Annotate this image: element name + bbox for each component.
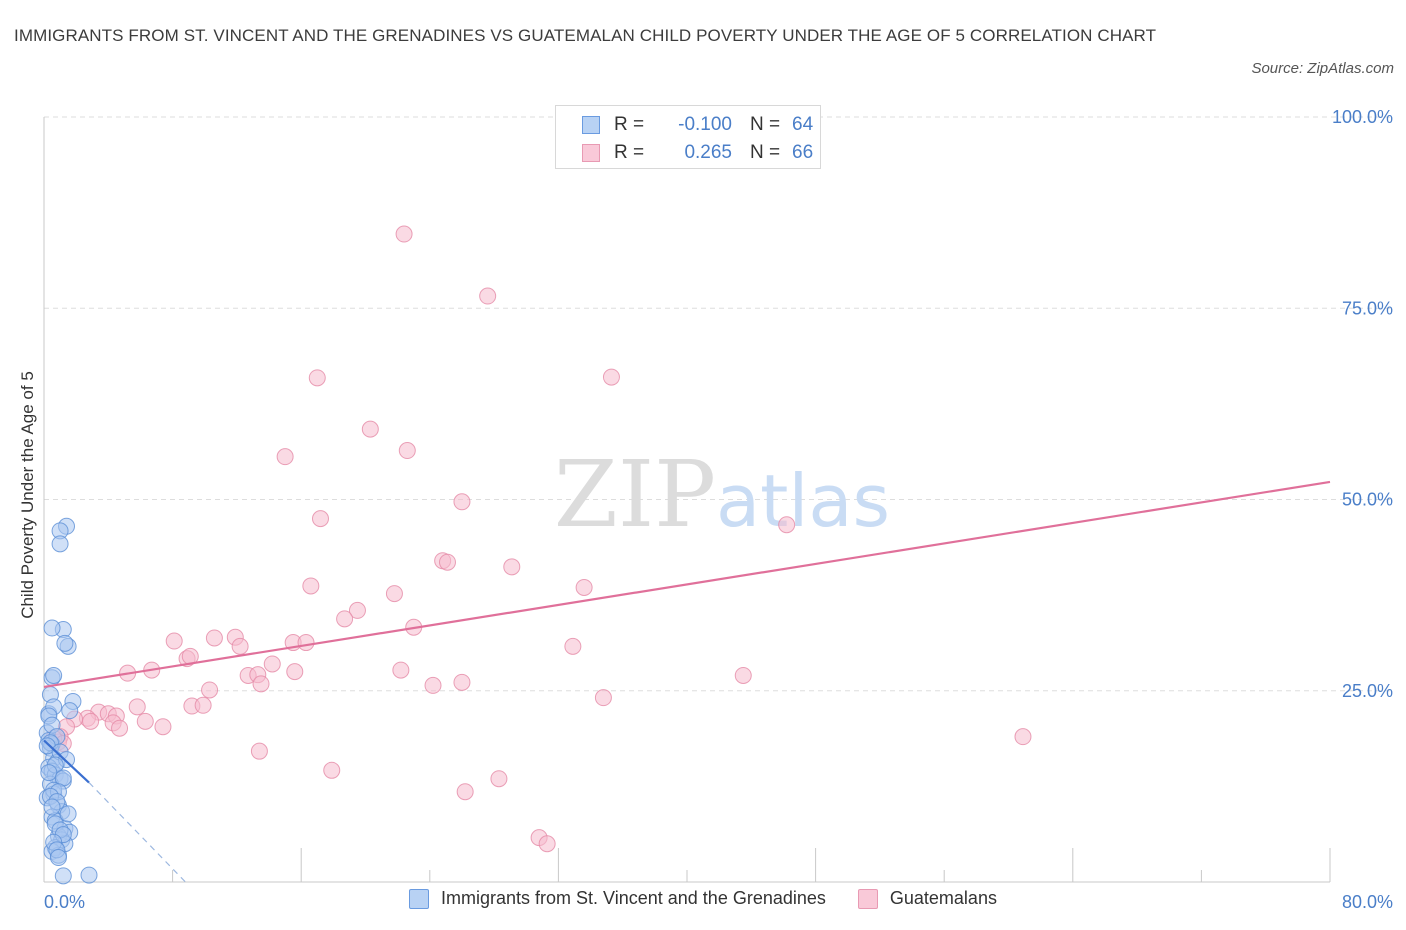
point-guatemalans: [336, 610, 354, 628]
n-label: N =: [750, 142, 781, 163]
point-guatemalans: [286, 663, 304, 681]
point-st-vincent: [45, 666, 63, 684]
point-guatemalans: [302, 577, 320, 595]
stats-row-pink: R = 0.265 N = 66: [582, 141, 813, 165]
point-guatemalans: [297, 634, 315, 652]
point-guatemalans: [438, 553, 456, 571]
point-st-vincent: [80, 866, 98, 884]
point-st-vincent: [61, 702, 79, 720]
point-st-vincent: [51, 535, 69, 553]
point-guatemalans: [453, 673, 471, 691]
point-guatemalans: [205, 629, 223, 647]
point-guatemalans: [263, 655, 281, 673]
point-guatemalans: [392, 661, 410, 679]
point-guatemalans: [564, 637, 582, 655]
point-guatemalans: [734, 666, 752, 684]
point-guatemalans: [602, 368, 620, 386]
point-guatemalans: [385, 585, 403, 603]
trend-lines: [43, 480, 1331, 883]
point-guatemalans: [82, 712, 100, 730]
point-guatemalans: [490, 770, 508, 788]
point-guatemalans: [503, 558, 521, 576]
x-tick-label-min: 0.0%: [44, 892, 85, 912]
r-label: R =: [614, 142, 645, 163]
point-guatemalans: [250, 742, 268, 760]
point-guatemalans: [201, 681, 219, 699]
point-guatemalans: [323, 761, 341, 779]
y-tick-label: 100.0%: [1332, 107, 1393, 127]
point-guatemalans: [398, 442, 416, 460]
point-guatemalans: [575, 578, 593, 596]
point-guatemalans: [154, 718, 172, 736]
r-value: 0.265: [684, 142, 732, 163]
point-st-vincent: [54, 867, 72, 885]
n-value: 64: [792, 114, 814, 135]
blue-swatch: [582, 116, 600, 134]
grid-lines: [44, 116, 1392, 692]
point-guatemalans: [424, 676, 442, 694]
y-tick-label: 75.0%: [1342, 298, 1393, 318]
point-guatemalans: [111, 719, 129, 737]
point-guatemalans: [538, 835, 556, 853]
n-label: N =: [750, 114, 781, 135]
axes: [43, 117, 1331, 883]
pink-swatch: [582, 144, 600, 162]
watermark-zip: ZIP: [554, 441, 716, 548]
point-guatemalans: [594, 689, 612, 707]
y-tick-label: 25.0%: [1342, 681, 1393, 701]
point-st-vincent: [49, 849, 67, 867]
point-guatemalans: [361, 420, 379, 438]
blue-swatch: [409, 888, 430, 909]
chart-title: IMMIGRANTS FROM ST. VINCENT AND THE GREN…: [14, 26, 1157, 45]
trend-line-st-vincent-extension: [88, 782, 186, 883]
series-legend: Immigrants from St. Vincent and the Gren…: [0, 888, 1406, 909]
point-st-vincent: [56, 634, 74, 652]
point-st-vincent: [43, 798, 61, 816]
tick-labels: 25.0% 50.0% 75.0% 100.0% 0.0% 80.0%: [44, 107, 1393, 912]
source-label: Source: ZipAtlas.com: [1251, 60, 1394, 77]
r-value: -0.100: [678, 114, 732, 135]
point-guatemalans: [136, 712, 154, 730]
legend-item-st-vincent[interactable]: Immigrants from St. Vincent and the Gren…: [409, 888, 826, 909]
point-guatemalans: [479, 287, 497, 305]
watermark: ZIP atlas: [554, 441, 890, 548]
pink-swatch: [857, 888, 878, 909]
point-guatemalans: [778, 516, 796, 534]
trend-line-guatemalans: [43, 480, 1331, 689]
x-tick-label-max: 80.0%: [1342, 892, 1393, 912]
point-guatemalans: [231, 637, 249, 655]
point-guatemalans: [276, 448, 294, 466]
point-guatemalans: [308, 369, 326, 387]
point-guatemalans: [453, 493, 471, 511]
point-guatemalans: [252, 675, 270, 693]
point-guatemalans: [311, 510, 329, 528]
point-st-vincent: [59, 805, 77, 823]
legend-label: Immigrants from St. Vincent and the Gren…: [441, 888, 826, 908]
point-st-vincent: [40, 764, 58, 782]
point-guatemalans: [456, 783, 474, 801]
legend-label: Guatemalans: [889, 888, 997, 908]
data-points: [38, 225, 1032, 885]
point-guatemalans: [165, 632, 183, 650]
stats-legend: R = -0.100 N = 64 R = 0.265 N = 66: [555, 105, 821, 169]
trend-line-st-vincent: [43, 739, 90, 784]
point-guatemalans: [194, 696, 212, 714]
r-label: R =: [614, 114, 645, 135]
point-guatemalans: [128, 698, 146, 716]
y-axis-label: Child Poverty Under the Age of 5: [18, 371, 37, 619]
point-st-vincent: [43, 619, 61, 637]
point-guatemalans: [1014, 728, 1032, 746]
y-tick-label: 50.0%: [1342, 490, 1393, 510]
point-guatemalans: [395, 225, 413, 243]
point-guatemalans: [348, 601, 366, 619]
n-value: 66: [792, 142, 814, 163]
watermark-atlas: atlas: [716, 459, 890, 543]
legend-item-guatemalans[interactable]: Guatemalans: [857, 888, 997, 909]
stats-row-blue: R = -0.100 N = 64: [582, 113, 813, 137]
